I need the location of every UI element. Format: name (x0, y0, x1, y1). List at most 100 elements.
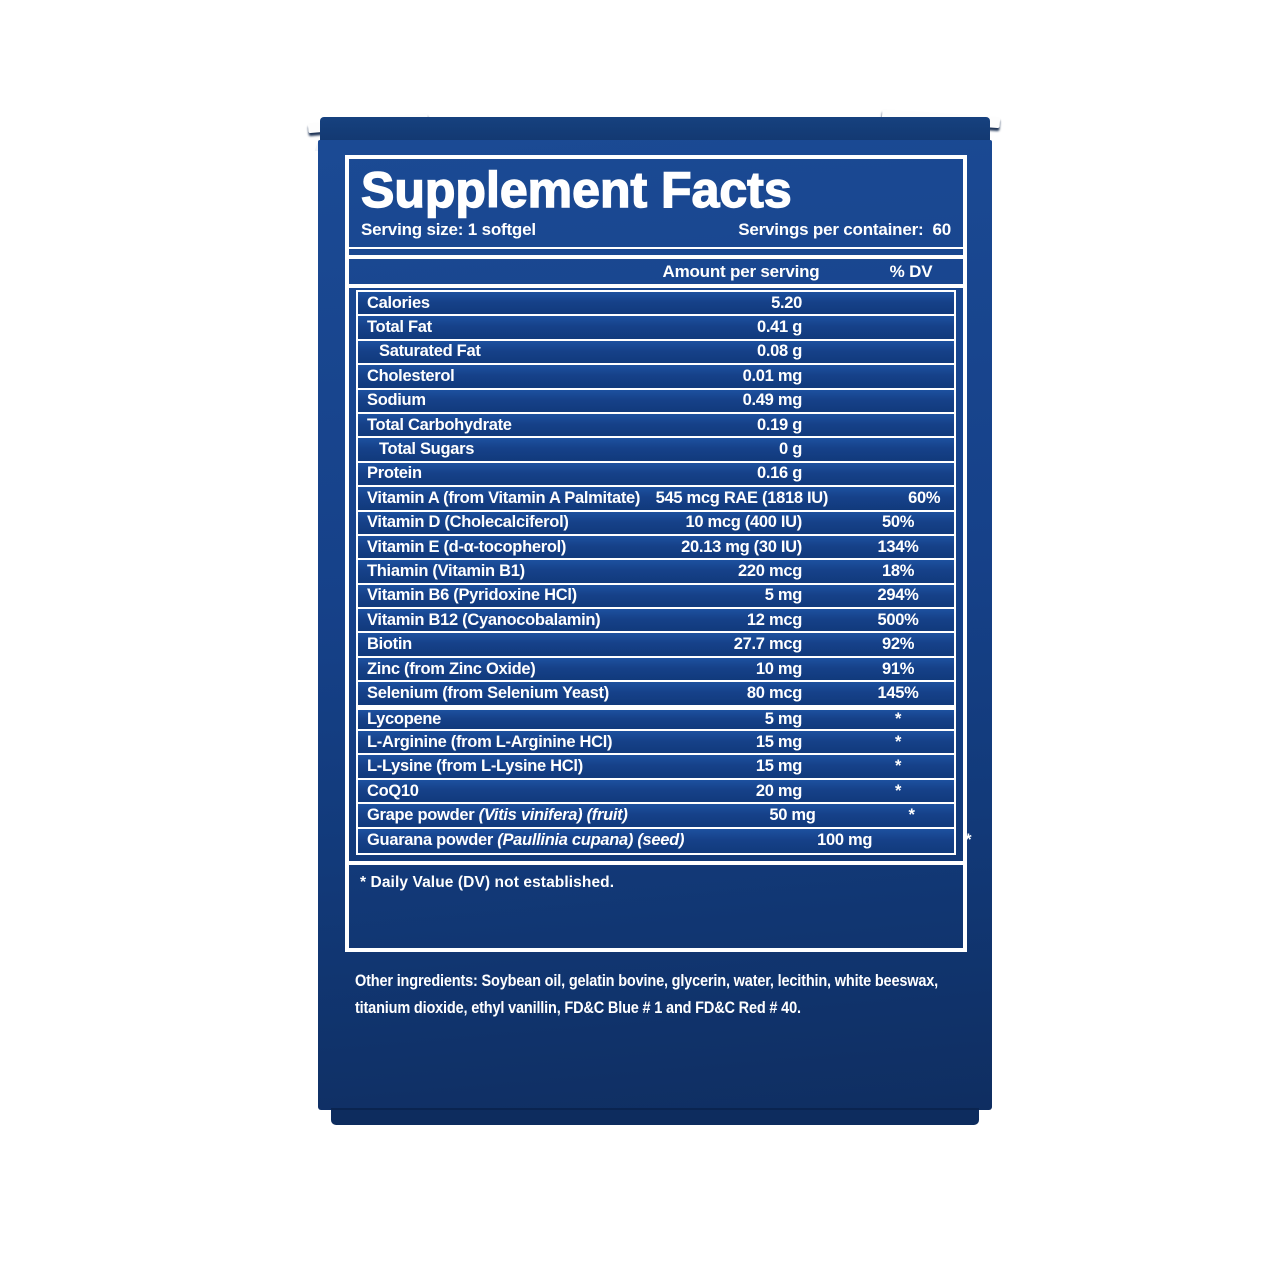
column-header-row: Amount per serving % DV (349, 259, 963, 284)
nutrient-dv-cell: 145% (877, 683, 919, 702)
nutrient-dv-cell: 60% (908, 488, 941, 507)
nutrient-amount-cell: 0.49 mg (742, 391, 803, 410)
nutrient-amount-cell: 5 mg (764, 586, 803, 605)
nutrient-table: Calories 5.20 Total Fat 0.41 g Saturated… (356, 290, 972, 855)
nutrient-name-cell: Protein (367, 464, 422, 483)
nutrient-name-cell: Cholesterol (367, 366, 455, 385)
header-bottom-band (349, 284, 963, 288)
table-row: Vitamin A (from Vitamin A Palmitate) 545… (358, 487, 954, 512)
table-row: Vitamin E (d-α-tocopherol) 20.13 mg (30 … (358, 535, 954, 561)
table-row: Cholesterol 0.01 mg (358, 365, 954, 390)
footnote-top-band (349, 860, 963, 865)
nutrient-amount-cell: 0 g (779, 440, 802, 459)
nutrient-amount-cell: 220 mcg (738, 561, 802, 580)
serving-info-row: Serving size: 1 softgel Servings per con… (361, 220, 951, 240)
serving-separator-rule (349, 247, 963, 249)
table-row: CoQ10 20 mg * (358, 779, 954, 805)
serving-size-text: Serving size: 1 softgel (361, 220, 536, 239)
table-row: Lycopene 5 mg * (358, 706, 954, 732)
nutrient-name-cell: Vitamin B6 (Pyridoxine HCl) (367, 586, 577, 605)
nutrient-name-cell: Total Fat (367, 318, 432, 337)
nutrient-amount-cell: 27.7 mcg (733, 635, 803, 654)
nutrient-amount-cell: 20.13 mg (30 IU) (681, 537, 802, 556)
nutrient-name-cell: Grape powder (Vitis vinifera) (fruit) (367, 805, 628, 824)
nutrient-name-cell: Saturated Fat (379, 342, 481, 361)
table-row: L-Lysine (from L-Lysine HCl) 15 mg * (358, 755, 954, 780)
nutrient-dv-cell: 18% (881, 561, 915, 580)
nutrient-dv-cell: * (965, 831, 972, 850)
table-row: Biotin 27.7 mcg 92% (358, 633, 954, 658)
nutrient-amount-cell: 15 mg (755, 757, 802, 776)
nutrient-amount-cell: 15 mg (755, 732, 802, 751)
nutrient-dv-cell: 134% (877, 537, 919, 556)
table-row: Thiamin (Vitamin B1) 220 mcg 18% (358, 560, 954, 585)
nutrient-amount-cell: 5 mg (764, 709, 803, 728)
table-row: Total Fat 0.41 g (358, 316, 954, 341)
nutrient-name-cell: Total Carbohydrate (367, 415, 512, 434)
other-ingredients-text: Other ingredients: Soybean oil, gelatin … (355, 972, 939, 1017)
nutrient-name-cell: Vitamin E (d-α-tocopherol) (367, 537, 567, 556)
nutrient-name-cell: Vitamin A (from Vitamin A Palmitate) (367, 488, 641, 507)
supplement-facts-title: Supplement Facts (360, 162, 792, 218)
nutrient-name-cell: Biotin (367, 635, 412, 654)
nutrient-name-cell: Lycopene (367, 709, 442, 728)
table-row: Total Carbohydrate 0.19 g (358, 413, 954, 439)
nutrient-name-cell: Vitamin B12 (Cyanocobalamin) (367, 610, 601, 629)
nutrient-amount-cell: 100 mg (817, 831, 873, 850)
table-row: Sodium 0.49 mg (358, 389, 954, 414)
nutrient-name-cell: Sodium (367, 391, 426, 410)
table-row: Guarana powder (Paullinia cupana) (seed)… (358, 828, 972, 853)
column-header-amount: Amount per serving (662, 261, 820, 281)
servings-per-container: Servings per container: 60 (738, 220, 951, 240)
nutrient-name-cell: Total Sugars (379, 440, 475, 459)
nutrient-amount-cell: 0.41 g (757, 318, 802, 337)
nutrient-amount-cell: 0.19 g (757, 415, 802, 434)
nutrient-amount-cell: 0.01 mg (742, 366, 803, 385)
daily-value-footnote: * Daily Value (DV) not established. (360, 873, 615, 891)
nutrient-amount-cell: 10 mcg (400 IU) (685, 513, 802, 532)
nutrient-name-cell: L-Arginine (from L-Arginine HCl) (367, 732, 613, 751)
nutrient-name-cell: Guarana powder (Paullinia cupana) (seed) (367, 831, 685, 850)
nutrient-amount-cell: 12 mcg (746, 610, 802, 629)
nutrient-name-cell: CoQ10 (367, 781, 419, 800)
nutrient-dv-cell: 91% (881, 659, 915, 678)
box-bottom-flap (331, 1108, 979, 1125)
nutrient-amount-cell: 10 mg (755, 659, 802, 678)
nutrient-amount-cell: 80 mcg (746, 683, 802, 702)
nutrient-name-cell: Vitamin D (Cholecalciferol) (367, 513, 569, 532)
nutrient-dv-cell: 500% (877, 610, 919, 629)
table-row: Calories 5.20 (358, 292, 954, 317)
nutrient-amount-cell: 50 mg (769, 805, 816, 824)
table-row: Grape powder (Vitis vinifera) (fruit) 50… (358, 804, 954, 829)
nutrient-dv-cell: * (908, 805, 915, 824)
table-row: Selenium (from Selenium Yeast) 80 mcg 14… (358, 682, 954, 707)
table-row: Protein 0.16 g (358, 462, 954, 488)
nutrient-name-cell: Zinc (from Zinc Oxide) (367, 659, 536, 678)
table-row: Total Sugars 0 g (358, 438, 954, 463)
servings-per-container-value: 60 (932, 220, 951, 239)
table-row: Saturated Fat 0.08 g (358, 340, 954, 366)
nutrient-dv-cell: 50% (881, 513, 915, 532)
servings-per-container-label: Servings per container: (738, 220, 924, 239)
table-row: Vitamin B12 (Cyanocobalamin) 12 mcg 500% (358, 609, 954, 634)
nutrient-dv-cell: * (894, 709, 902, 728)
nutrient-amount-cell: 0.16 g (757, 464, 802, 483)
header-top-band (349, 255, 963, 259)
table-row: Vitamin D (Cholecalciferol) 10 mcg (400 … (358, 511, 954, 536)
nutrient-name-cell: L-Lysine (from L-Lysine HCl) (367, 757, 583, 776)
box-back-panel: Supplement Facts Serving size: 1 softgel… (318, 140, 992, 1110)
table-row: L-Arginine (from L-Arginine HCl) 15 mg * (358, 731, 954, 756)
nutrient-dv-cell: 294% (877, 586, 919, 605)
nutrient-name-cell: Selenium (from Selenium Yeast) (367, 683, 609, 702)
nutrient-dv-cell: 92% (881, 635, 915, 654)
column-header-dv: % DV (889, 261, 933, 281)
nutrient-amount-cell: 5.20 (771, 293, 802, 312)
nutrient-dv-cell: * (894, 732, 902, 751)
nutrient-name-cell: Thiamin (Vitamin B1) (367, 561, 525, 580)
table-row: Zinc (from Zinc Oxide) 10 mg 91% (358, 657, 954, 683)
table-row: Vitamin B6 (Pyridoxine HCl) 5 mg 294% (358, 584, 954, 610)
nutrient-dv-cell: * (894, 757, 902, 776)
nutrient-dv-cell: * (894, 781, 902, 800)
nutrient-amount-cell: 0.08 g (757, 342, 802, 361)
